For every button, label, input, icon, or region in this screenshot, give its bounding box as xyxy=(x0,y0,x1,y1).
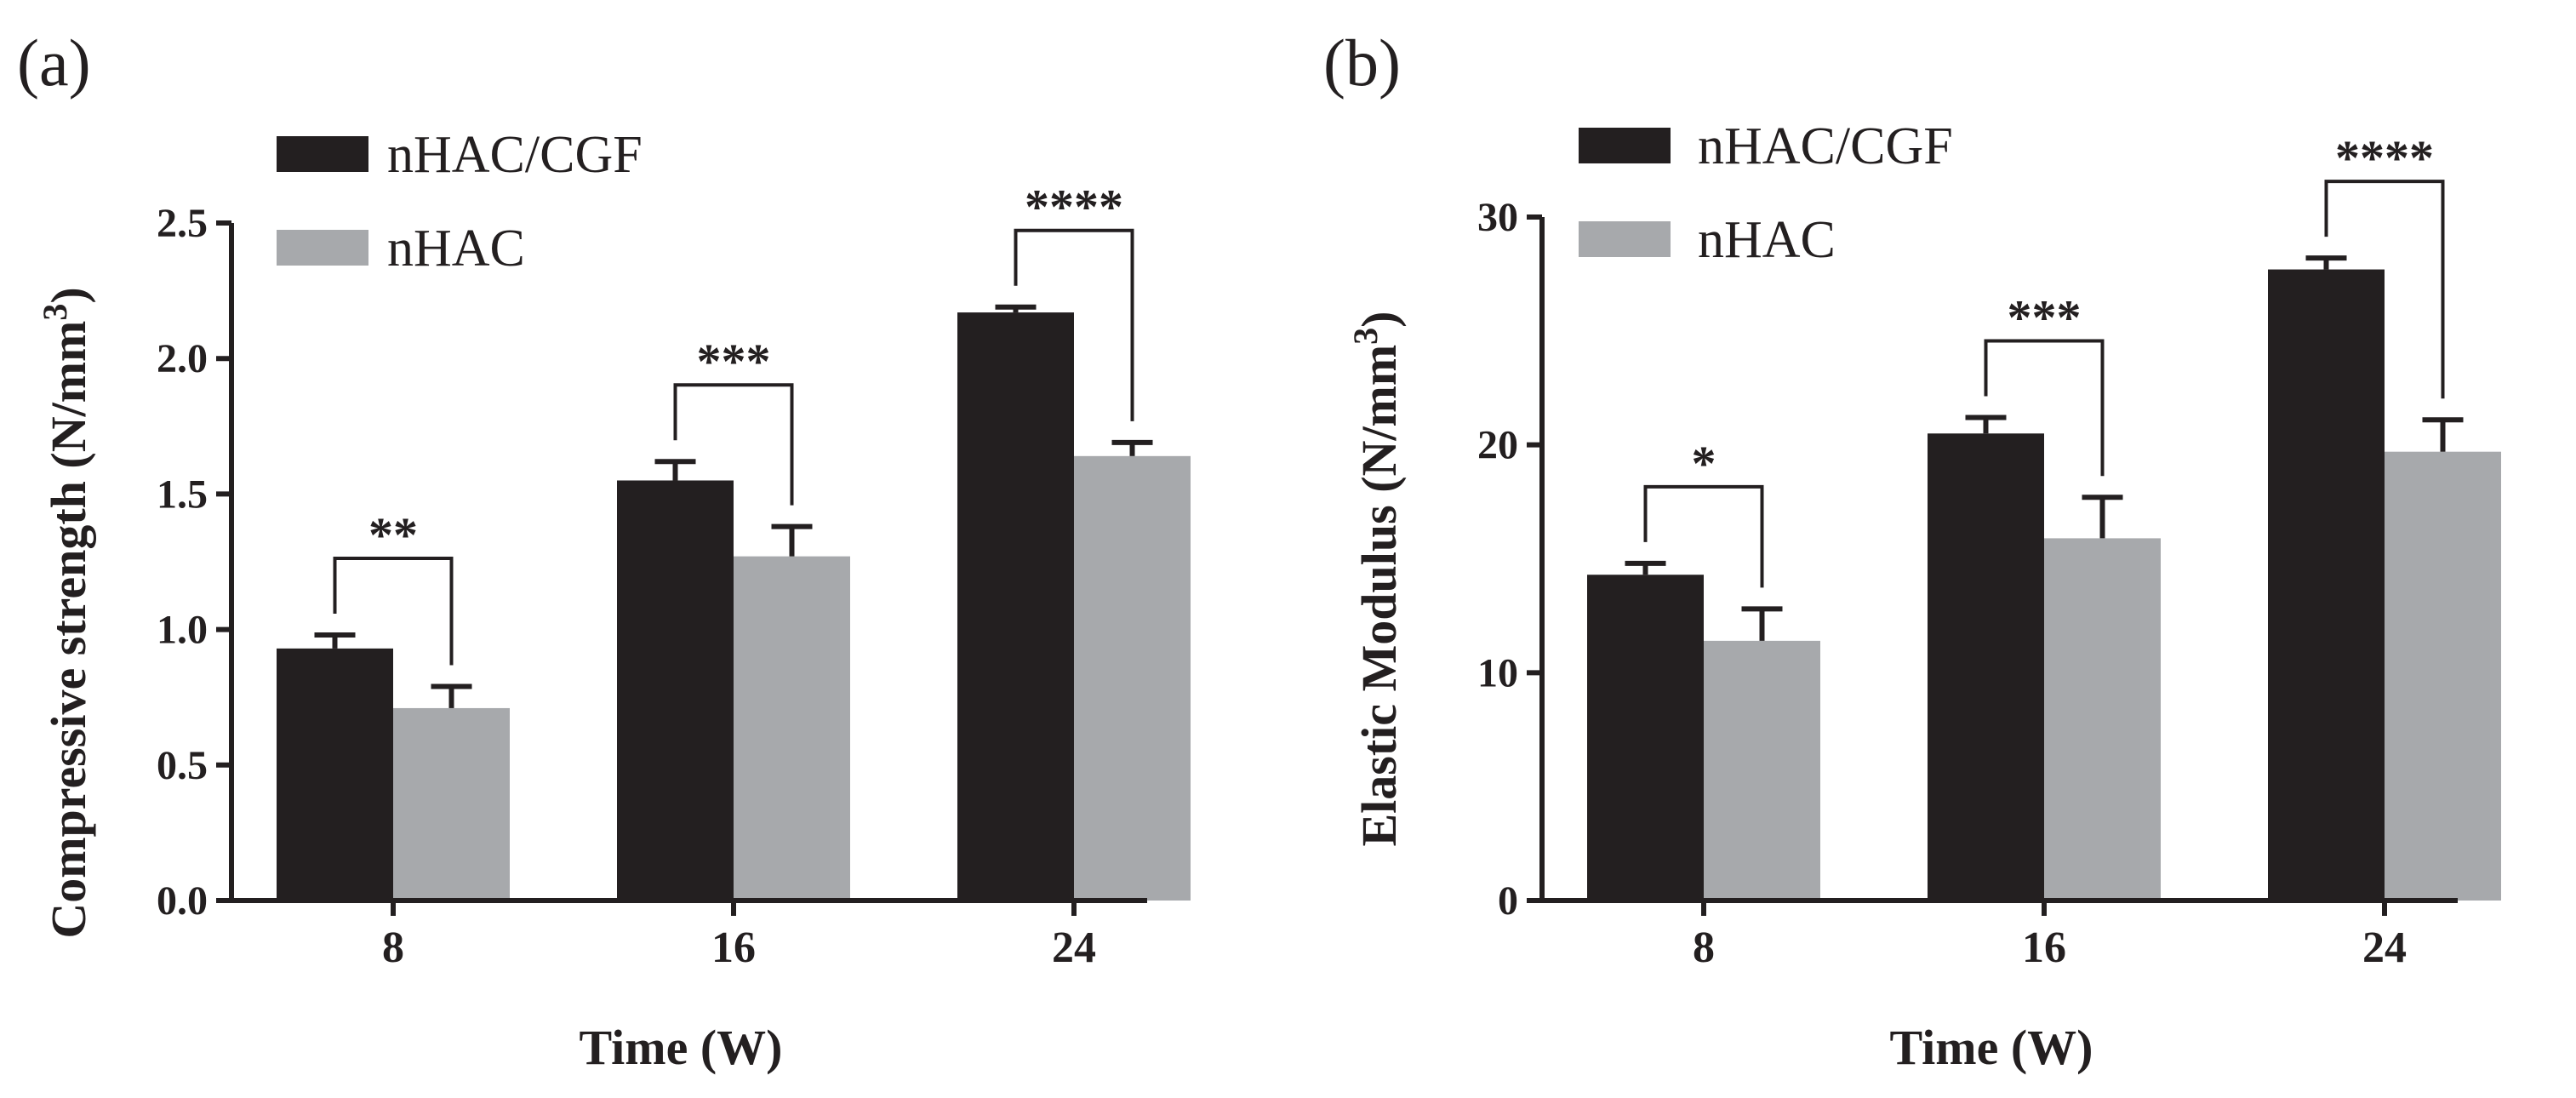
significance-label: ** xyxy=(368,507,418,563)
y-tick-label: 30 xyxy=(1477,195,1518,240)
legend-label-nhac-cgf: nHAC/CGF xyxy=(1698,117,1953,175)
significance-bracket xyxy=(1984,339,2105,477)
plot-area-a: 0.0 0.5 1.0 1.5 2.0 2.5 8 ** 16 *** 24 **** xyxy=(157,180,1191,972)
y-tick-label: 0.0 xyxy=(157,878,208,924)
y-axis-title-b: Elastic Modulus (N/mm3) xyxy=(1346,311,1407,846)
x-tick-label: 8 xyxy=(1693,924,1715,972)
legend-swatch-nhac-cgf xyxy=(277,136,368,172)
legend-swatch-nhac-cgf xyxy=(1579,128,1671,163)
x-tick-label: 16 xyxy=(711,924,756,972)
y-tick-label: 2.0 xyxy=(157,336,208,381)
bar-nhac-8 xyxy=(1704,640,1820,901)
significance-label: * xyxy=(1692,436,1716,491)
significance-label: **** xyxy=(1025,180,1123,235)
x-tick-label: 24 xyxy=(1052,924,1096,972)
bar-nhac-cgf-16 xyxy=(1928,433,2044,901)
y-tick-label: 0 xyxy=(1498,878,1518,924)
y-tick-label: 1.5 xyxy=(157,472,208,517)
significance-label: *** xyxy=(2008,290,2082,346)
bar-nhac-16 xyxy=(2044,538,2161,901)
significance-bracket xyxy=(2324,180,2445,399)
y-tick-label: 20 xyxy=(1477,423,1518,468)
y-tick-label: 10 xyxy=(1477,650,1518,695)
legend-label-nhac-cgf: nHAC/CGF xyxy=(387,126,643,184)
x-axis-title-b: Time (W) xyxy=(1890,1020,2093,1075)
bar-nhac-16 xyxy=(734,556,850,901)
significance-bracket xyxy=(1014,228,1134,421)
x-tick-label: 16 xyxy=(2022,924,2066,972)
plot-area-b: 0 10 20 30 8 * 16 *** 24 **** xyxy=(1477,130,2501,972)
x-tick-label: 8 xyxy=(382,924,404,972)
legend-label-nhac: nHAC xyxy=(387,220,525,277)
panel-b-label: (b) xyxy=(1323,26,1401,100)
legend-swatch-nhac xyxy=(277,230,368,266)
bar-nhac-24 xyxy=(2385,451,2501,901)
x-tick-label: 24 xyxy=(2362,924,2407,972)
bar-nhac-8 xyxy=(393,707,510,901)
significance-label: **** xyxy=(2335,130,2434,186)
legend-label-nhac: nHAC xyxy=(1698,211,1836,269)
y-axis-title-a: Compressive strength (N/mm3) xyxy=(36,287,96,938)
bar-nhac-cgf-24 xyxy=(957,312,1074,901)
bar-nhac-cgf-8 xyxy=(277,648,393,901)
y-tick-label: 1.0 xyxy=(157,608,208,653)
significance-label: *** xyxy=(697,334,771,389)
bar-nhac-24 xyxy=(1074,455,1191,901)
significance-bracket xyxy=(673,383,794,506)
panel-a-compressive-strength: (a) nHAC/CGF nHAC Compressive strength (… xyxy=(17,26,1191,1075)
bar-nhac-cgf-16 xyxy=(617,480,734,901)
bar-nhac-cgf-8 xyxy=(1587,575,1704,901)
significance-bracket xyxy=(1643,484,1764,588)
panel-a-label: (a) xyxy=(17,26,91,100)
bar-nhac-cgf-24 xyxy=(2268,269,2385,901)
y-tick-label: 2.5 xyxy=(157,201,208,246)
panel-b-elastic-modulus: (b) nHAC/CGF nHAC Elastic Modulus (N/mm3… xyxy=(1323,26,2501,1075)
y-tick-label: 0.5 xyxy=(157,743,208,788)
x-axis-title-a: Time (W) xyxy=(580,1020,783,1075)
significance-bracket xyxy=(333,556,454,666)
legend-swatch-nhac xyxy=(1579,221,1671,257)
